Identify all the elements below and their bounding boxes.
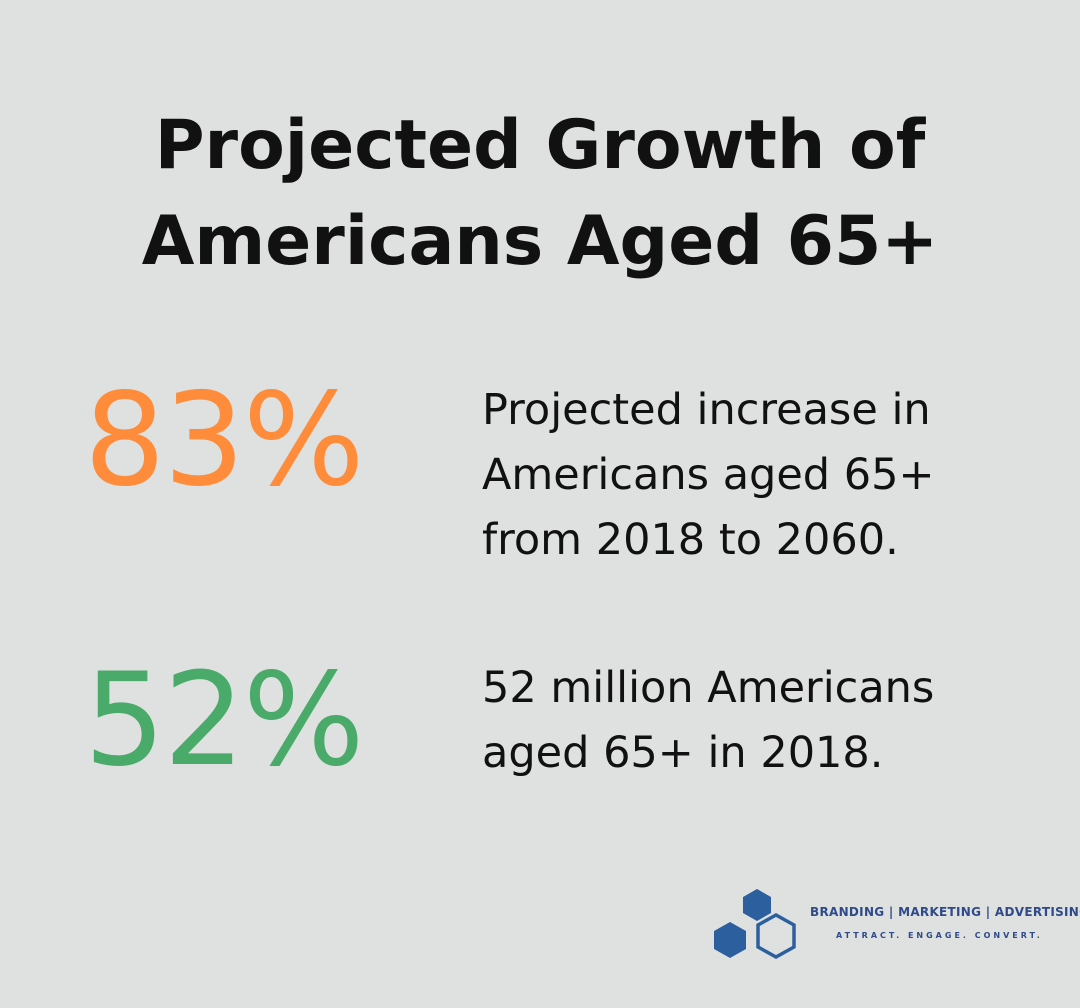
stat-description-line: aged 65+ in 2018. bbox=[482, 728, 884, 778]
stat-block-52: 52% 52 million Americans aged 65+ in 201… bbox=[84, 636, 1044, 826]
logo-tagline: BRANDING | MARKETING | ADVERTISING bbox=[810, 905, 1080, 919]
title-line-2: Americans Aged 65+ bbox=[141, 202, 939, 281]
stat-value: 52% bbox=[84, 646, 364, 795]
stat-description-line: Projected increase in bbox=[482, 385, 931, 435]
stat-description-line: 52 million Americans bbox=[482, 663, 935, 713]
logo-subline: ATTRACT. ENGAGE. CONVERT. bbox=[836, 931, 1043, 940]
stat-description: Projected increase in Americans aged 65+… bbox=[482, 378, 1042, 573]
company-logo: BRANDING | MARKETING | ADVERTISING ATTRA… bbox=[708, 885, 1080, 975]
infographic-title: Projected Growth of Americans Aged 65+ bbox=[0, 98, 1080, 290]
stat-value: 83% bbox=[84, 366, 364, 515]
stat-description: 52 million Americans aged 65+ in 2018. bbox=[482, 656, 1042, 786]
stat-block-83: 83% Projected increase in Americans aged… bbox=[84, 356, 1044, 565]
title-line-1: Projected Growth of bbox=[154, 106, 926, 185]
stat-description-line: from 2018 to 2060. bbox=[482, 515, 899, 565]
hexagons-logo-icon bbox=[714, 889, 796, 960]
stat-description-line: Americans aged 65+ bbox=[482, 450, 935, 500]
